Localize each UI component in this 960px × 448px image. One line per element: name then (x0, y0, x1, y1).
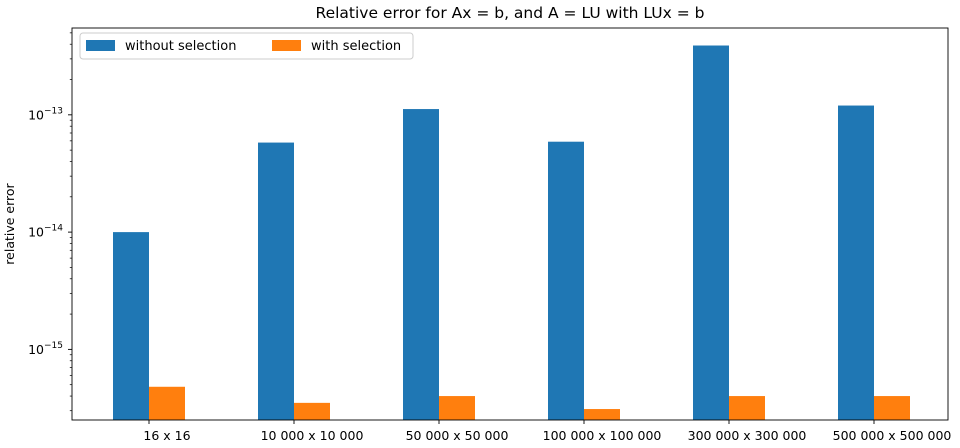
x-tick-label: 16 x 16 (143, 428, 190, 443)
y-tick-label: 10−14 (28, 224, 63, 240)
y-ticks: 10−15 10−14 10−13 (28, 32, 72, 412)
legend-label: without selection (125, 39, 236, 54)
x-tick-label: 100 000 x 100 000 (543, 428, 662, 443)
bar-without-selection-2 (403, 109, 439, 420)
bars (113, 45, 910, 421)
x-tick-label: 10 000 x 10 000 (261, 428, 364, 443)
bar-without-selection-5 (838, 105, 874, 421)
legend-box (79, 32, 414, 60)
y-tick-label: 10−13 (28, 106, 63, 122)
bar-with-selection-3 (584, 409, 620, 420)
bar-without-selection-3 (548, 141, 584, 420)
y-tick-label: 10−15 (28, 341, 63, 357)
x-tick-label: 500 000 x 500 000 (833, 428, 952, 443)
legend: without selection with selection (79, 32, 414, 60)
bar-with-selection-1 (294, 402, 330, 420)
bar-with-selection-5 (874, 396, 910, 420)
legend-swatch (86, 40, 115, 51)
x-ticks: 16 x 16 10 000 x 10 000 50 000 x 50 000 100… (143, 420, 951, 443)
legend-swatch (272, 40, 301, 51)
bar-without-selection-4 (693, 45, 729, 421)
legend-label: with selection (311, 39, 401, 54)
plot-frame (71, 27, 949, 421)
x-tick-label: 300 000 x 300 000 (688, 428, 807, 443)
bar-with-selection-2 (439, 396, 475, 420)
bar-with-selection-4 (729, 396, 765, 420)
bar-without-selection-0 (113, 232, 149, 420)
bar-with-selection-0 (149, 386, 185, 420)
y-axis-label: relative error (2, 182, 17, 264)
bar-without-selection-1 (258, 142, 294, 420)
chart-title: Relative error for Ax = b, and A = LU wi… (316, 4, 705, 22)
x-tick-label: 50 000 x 50 000 (406, 428, 509, 443)
